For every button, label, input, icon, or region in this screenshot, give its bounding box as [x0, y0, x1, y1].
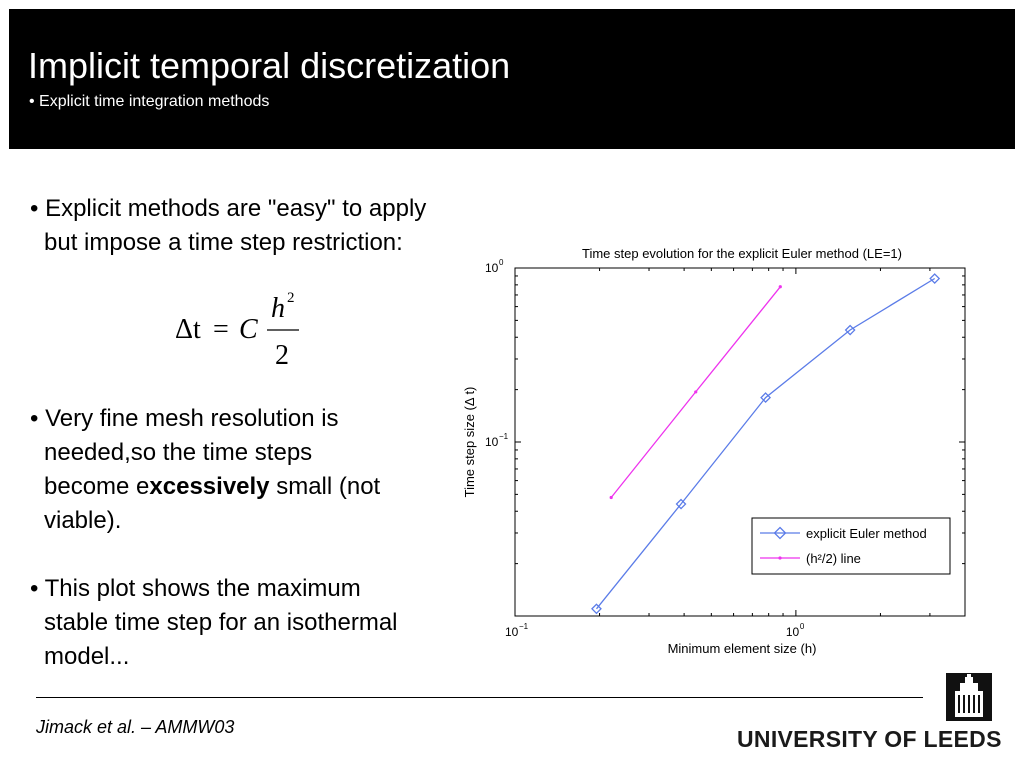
slide-subtitle: • Explicit time integration methods [29, 93, 270, 110]
footer-divider [36, 697, 923, 698]
bullet-line: stable time step for an isothermal [44, 609, 398, 636]
x-tick-exponent: −1 [519, 622, 529, 631]
bullet-text: become e [44, 473, 150, 500]
bullet-line: • This plot shows the maximum [30, 575, 361, 602]
formula-denominator: 2 [275, 340, 289, 371]
y-tick-label: 10 [485, 261, 499, 275]
x-tick-exponent: 0 [800, 622, 805, 631]
y-tick-exponent: −1 [499, 432, 509, 441]
y-axis-label: Time step size (Δ t) [462, 387, 477, 498]
data-point-dot [778, 285, 782, 289]
formula-lhs: Δt [175, 314, 201, 345]
y-tick-label: 10 [485, 435, 499, 449]
bullet-plot-description: • This plot shows the maximum stable tim… [30, 572, 398, 674]
bullet-line: model... [44, 643, 130, 670]
bullet-line: become excessively small (not [30, 470, 380, 504]
legend-box [751, 517, 951, 575]
time-step-formula: Δt = C h 2 2 [175, 290, 299, 371]
dot-marker-icon [778, 556, 782, 560]
bullet-fine-mesh: • Very fine mesh resolution is needed,so… [30, 402, 380, 538]
title-banner [9, 9, 1015, 149]
formula-numerator: h [271, 293, 285, 324]
axis-ticks [514, 268, 966, 617]
x-tick-label: 10 [786, 625, 800, 639]
legend-label-h2: (h²/2) line [806, 551, 861, 566]
bullet-line: • Very fine mesh resolution is [30, 405, 339, 432]
data-point-diamond [591, 603, 602, 615]
footer-citation: Jimack et al. – AMMW03 [36, 717, 235, 737]
bullet-line: but impose a time step restriction: [44, 229, 403, 256]
data-point-dot [609, 495, 613, 500]
slide-title: Implicit temporal discretization [28, 45, 511, 86]
chart-title: Time step evolution for the explicit Eul… [582, 246, 902, 261]
data-series [591, 273, 941, 615]
y-tick-exponent: 0 [499, 258, 504, 267]
data-point-diamond [844, 324, 856, 336]
bullet-line: • Explicit methods are "easy" to apply [30, 195, 427, 222]
bullet-line: needed,so the time steps [44, 439, 313, 466]
data-point-diamond [929, 273, 941, 284]
diamond-marker-icon [773, 526, 787, 540]
series-line-0 [595, 277, 936, 610]
data-point-diamond [760, 392, 771, 404]
bullet-explicit-methods: • Explicit methods are "easy" to apply b… [30, 192, 426, 260]
time-step-chart: Time step evolution for the explicit Eul… [462, 246, 966, 656]
x-tick-label: 10 [505, 625, 519, 639]
x-axis-label: Minimum element size (h) [668, 641, 817, 656]
emphasis-text: xcessively [149, 473, 270, 500]
formula-equals: = [213, 314, 229, 345]
tick-labels: 10 −1 10 010 010 −1 [485, 258, 805, 639]
legend-label-euler: explicit Euler method [806, 526, 927, 541]
bullet-line: viable). [44, 507, 122, 534]
bullet-text: small (not [269, 473, 381, 500]
data-point-diamond [675, 498, 687, 510]
formula-constant: C [239, 314, 258, 345]
university-crest-icon [946, 673, 992, 721]
university-logo-text: UNIVERSITY OF LEEDS [737, 726, 1002, 752]
formula-exponent: 2 [287, 290, 295, 306]
chart-legend: explicit Euler method (h²/2) line [751, 517, 951, 575]
data-point-dot [694, 390, 698, 394]
